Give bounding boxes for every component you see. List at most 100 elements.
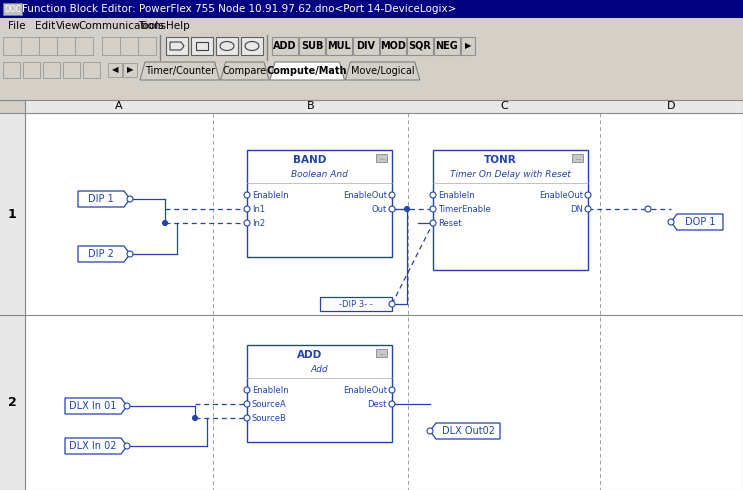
Polygon shape [65,438,127,454]
Text: ...: ... [379,350,385,356]
Bar [407,37,433,55]
Text: View: View [56,21,81,31]
Text: Timer On Delay with Reset: Timer On Delay with Reset [450,170,571,178]
Bar [196,42,208,50]
Text: B: B [307,101,314,111]
Circle shape [430,206,436,212]
Bar [21,37,39,55]
Text: DIP 2: DIP 2 [88,249,114,259]
Text: A: A [115,101,123,111]
Text: Communications: Communications [78,21,166,31]
Text: EnableIn: EnableIn [252,386,288,394]
Bar [43,62,60,78]
Bar [123,63,137,77]
Polygon shape [221,62,269,80]
Text: Help: Help [166,21,189,31]
Text: ADD: ADD [297,350,322,360]
Bar [83,62,100,78]
Polygon shape [140,62,220,80]
Text: EnableOut: EnableOut [539,191,583,199]
Circle shape [244,401,250,407]
Circle shape [389,401,395,407]
Text: C: C [500,101,508,111]
Bar [434,37,460,55]
Bar [0,113,25,490]
Text: In2: In2 [252,219,265,227]
Text: Timer/Counter: Timer/Counter [145,66,215,76]
Text: DIV: DIV [357,41,375,51]
Circle shape [244,387,250,393]
Bar [108,63,122,77]
Text: NEG: NEG [435,41,458,51]
Text: MOD: MOD [380,41,406,51]
Circle shape [389,192,395,198]
Polygon shape [78,246,130,262]
Text: ...: ... [379,155,385,161]
Bar [241,37,263,55]
Bar [326,37,352,55]
Bar [299,37,325,55]
Circle shape [668,219,674,225]
Bar [23,62,40,78]
Bar [39,37,57,55]
Bar [216,37,238,55]
Bar [102,37,120,55]
Polygon shape [671,214,723,230]
Text: ◀: ◀ [111,66,118,74]
Text: SUB: SUB [301,41,323,51]
Text: SourceB: SourceB [252,414,287,422]
Bar [376,154,387,162]
Bar [25,100,743,113]
Bar [320,297,392,311]
Text: DLX In 02: DLX In 02 [69,441,117,451]
Text: EnableOut: EnableOut [343,386,387,394]
Circle shape [389,387,395,393]
Text: EnableIn: EnableIn [438,191,475,199]
Text: EnableOut: EnableOut [343,191,387,199]
Bar [63,62,80,78]
Text: DLX Out02: DLX Out02 [441,426,495,436]
Text: Boolean And: Boolean And [291,170,348,178]
Circle shape [430,192,436,198]
Bar [25,113,743,490]
Text: Out: Out [372,204,387,214]
Polygon shape [270,62,345,80]
Circle shape [127,196,133,202]
Bar [191,37,213,55]
Text: SQR: SQR [409,41,432,51]
Text: DOP 1: DOP 1 [685,217,716,227]
Bar [433,150,588,270]
Bar [0,0,743,18]
Bar [380,37,406,55]
Polygon shape [430,423,500,439]
Text: File: File [8,21,25,31]
Text: Function Block Editor: PowerFlex 755 Node 10.91.97.62.dno<Port 14-DeviceLogix>: Function Block Editor: PowerFlex 755 Nod… [22,4,456,14]
Circle shape [427,428,433,434]
Bar [247,150,392,257]
Bar [461,37,475,55]
Bar [3,62,20,78]
Polygon shape [345,62,420,80]
Text: 1: 1 [7,207,16,220]
Text: Add: Add [311,365,328,373]
Text: Compare: Compare [223,66,267,76]
Circle shape [124,403,130,409]
Text: SourceA: SourceA [252,399,287,409]
Text: Move/Logical: Move/Logical [351,66,415,76]
Text: DOC: DOC [4,4,21,14]
Text: EnableIn: EnableIn [252,191,288,199]
Text: In1: In1 [252,204,265,214]
Bar [0,100,743,113]
Bar [0,18,743,34]
Bar [166,37,188,55]
Bar [75,37,93,55]
Bar [57,37,75,55]
Bar [3,37,21,55]
Circle shape [389,206,395,212]
Text: D: D [667,101,675,111]
Circle shape [585,192,591,198]
Circle shape [244,415,250,421]
Circle shape [127,251,133,257]
Text: 2: 2 [7,396,16,409]
Circle shape [244,220,250,226]
